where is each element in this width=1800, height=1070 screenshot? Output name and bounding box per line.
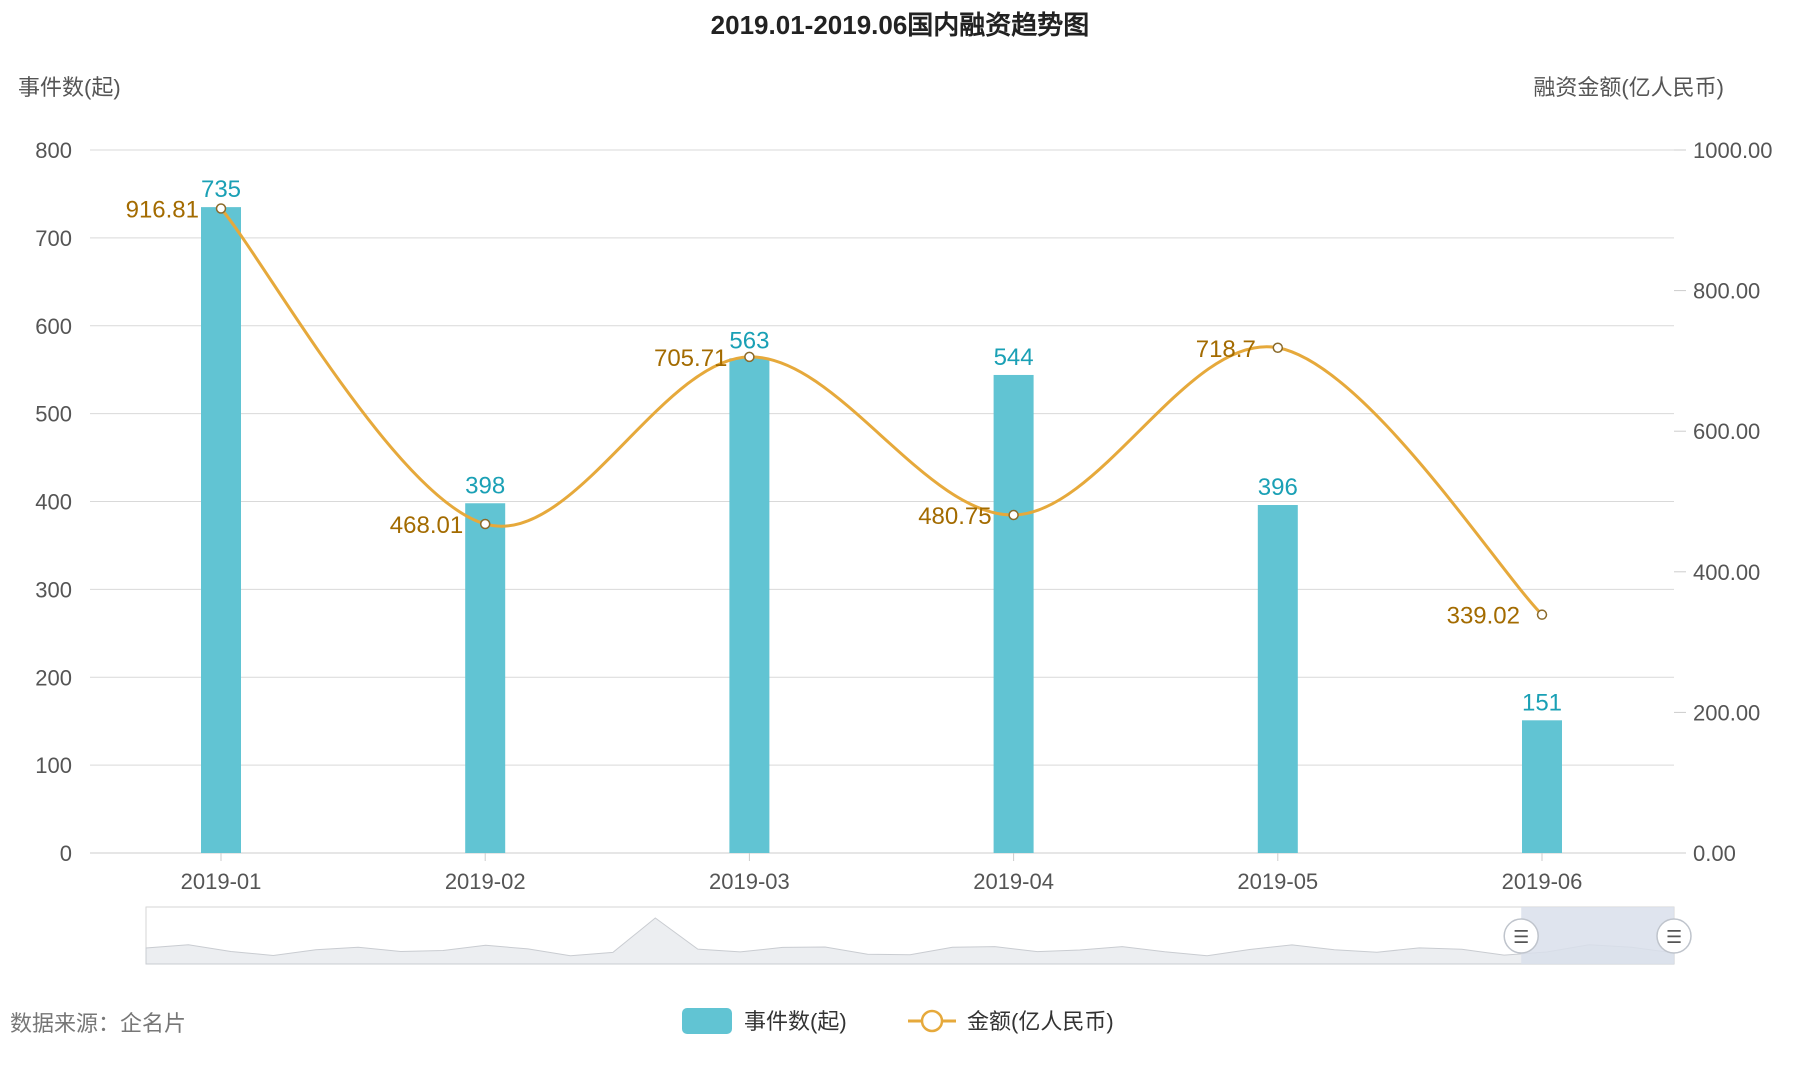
right-tick-label: 600.00 [1693,419,1760,444]
left-tick-label: 300 [35,577,72,602]
source-note: 数据来源：企名片 [10,1011,186,1036]
line-point [1536,609,1548,620]
bar-value-label: 544 [994,344,1034,371]
data-zoom-handle-left[interactable]: ☰ [1503,918,1539,954]
data-zoom-preview [145,917,1675,965]
bar [1257,505,1298,853]
data-zoom-slider[interactable]: ☰ ☰ [145,906,1692,965]
right-tick-label: 400.00 [1693,560,1760,585]
left-tick-label: 800 [35,138,72,163]
line-point [215,203,227,214]
line-value-label: 916.81 [126,196,199,223]
x-tick-label: 2019-04 [973,869,1054,894]
left-axis-ticks: 0 100 200 300 400 500 600 700 800 [35,138,72,866]
bar-value-label: 151 [1522,689,1562,716]
data-zoom-window[interactable] [1521,907,1674,964]
line-labels: 916.81 468.01 705.71 480.75 718.7 339.02 [126,196,1520,629]
bar-value-label: 398 [465,472,505,499]
left-tick-label: 600 [35,314,72,339]
legend-line-marker [920,1009,944,1033]
right-axis-name: 融资金额(亿人民币) [1533,75,1724,100]
line-value-label: 718.7 [1196,336,1256,363]
x-tick-label: 2019-05 [1237,869,1318,894]
x-tick-label: 2019-01 [181,869,262,894]
line-point [479,518,491,530]
left-tick-label: 100 [35,753,72,778]
right-tick-label: 1000.00 [1693,138,1773,163]
left-tick-label: 0 [60,841,72,866]
line-series [215,203,1548,620]
chart-title: 2019.01-2019.06国内融资趋势图 [711,10,1090,40]
data-zoom-handle-right[interactable]: ☰ [1656,918,1692,954]
x-tick-label: 2019-06 [1502,869,1583,894]
right-tick-label: 0.00 [1693,841,1736,866]
legend-item-bar[interactable]: 事件数(起) [682,1008,847,1034]
x-axis-ticks: 2019-01 2019-02 2019-03 2019-04 2019-05 2019-… [181,853,1583,894]
legend-bar-swatch [682,1008,732,1034]
legend-line-label: 金额(亿人民币) [967,1009,1114,1034]
bar-series [201,207,1562,853]
right-tick-label: 800.00 [1693,279,1760,304]
legend-item-line[interactable]: 金额(亿人民币) [908,1009,1114,1034]
legend: 事件数(起) 金额(亿人民币) [682,1008,1114,1034]
bar-value-label: 563 [729,327,769,354]
bar [201,207,241,853]
bar-labels: 735 398 563 544 396 151 [201,176,1562,716]
left-tick-label: 500 [35,402,72,427]
line-value-label: 468.01 [390,512,463,539]
left-tick-label: 400 [35,490,72,515]
x-tick-label: 2019-02 [445,869,526,894]
line-point [1008,509,1019,521]
bar [465,503,506,853]
line-value-label: 480.75 [918,503,991,530]
grid-lines [90,149,1674,854]
bar [1522,720,1562,853]
right-tick-label: 200.00 [1693,700,1760,725]
line-path [219,207,1544,616]
line-value-label: 339.02 [1447,603,1520,630]
line-value-label: 705.71 [654,345,727,372]
bar-value-label: 396 [1258,474,1298,501]
left-tick-label: 700 [35,226,72,251]
right-axis-ticks: 0.00 200.00 400.00 600.00 800.00 1000.00 [1674,138,1773,866]
handle-right-icon: ☰ [1666,927,1682,947]
legend-bar-label: 事件数(起) [744,1009,847,1034]
bar [993,374,1034,853]
bar-value-label: 735 [201,176,241,203]
bar [729,358,770,853]
handle-left-icon: ☰ [1513,927,1529,947]
x-tick-label: 2019-03 [709,869,790,894]
line-point [744,351,755,363]
line-point [1272,342,1284,354]
left-tick-label: 200 [35,665,72,690]
left-axis-name: 事件数(起) [18,75,121,100]
